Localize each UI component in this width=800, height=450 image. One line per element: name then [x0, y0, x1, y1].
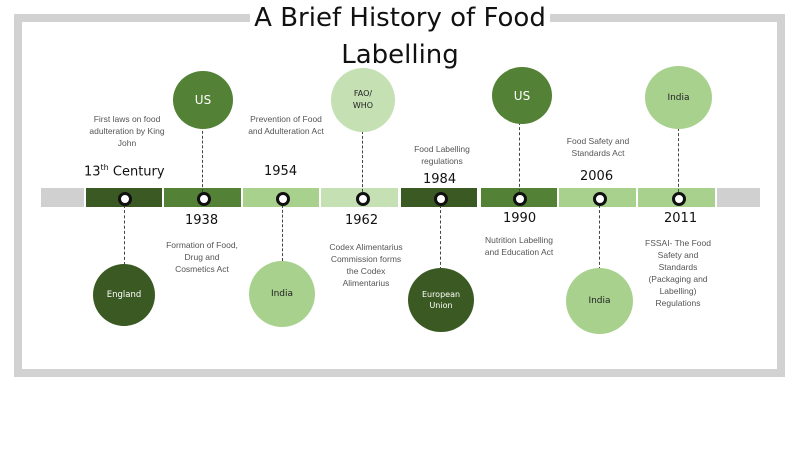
region-label-1: England	[106, 290, 142, 300]
timeline-marker-5	[434, 192, 448, 206]
region-label-8: India	[667, 92, 690, 103]
year-label-3: 1954	[264, 164, 298, 179]
page-title: A Brief History of Food Labelling	[250, 0, 550, 76]
stem-7	[599, 205, 600, 270]
event-description-7: Food Safety and Standards Act	[566, 136, 630, 158]
year-label-4: 1962	[345, 213, 379, 228]
region-label-7: India	[588, 296, 611, 306]
year-label-8: 2011	[664, 211, 698, 226]
event-description-5: Food Labelling regulations	[414, 144, 470, 166]
event-description-1: First laws on food adulteration by King …	[89, 114, 165, 148]
timeline-bar-left-cap	[41, 188, 84, 207]
year-label-1: 13th Century	[84, 163, 165, 180]
timeline-bar-right-cap	[717, 188, 760, 207]
stem-1	[124, 205, 125, 265]
region-circle-7: India	[566, 268, 633, 334]
timeline-marker-4	[356, 192, 370, 206]
region-label-2: US	[194, 93, 212, 107]
title-line-2: Labelling	[341, 40, 459, 70]
title-line-1: A Brief History of Food	[254, 3, 546, 33]
region-circle-1: England	[93, 264, 155, 326]
year-label-6: 1990	[503, 211, 537, 226]
timeline-marker-1	[118, 192, 132, 206]
timeline-marker-7	[593, 192, 607, 206]
stem-4	[362, 131, 363, 192]
event-description-4: Codex Alimentarius Commission forms the …	[329, 242, 403, 288]
event-description-3: Prevention of Food and Adulteration Act	[248, 114, 324, 136]
region-circle-4: FAO/ WHO	[331, 68, 395, 132]
region-circle-5: European Union	[408, 268, 474, 332]
stem-5	[440, 205, 441, 270]
region-label-3: India	[270, 289, 294, 299]
region-label-4: FAO/ WHO	[352, 89, 374, 110]
year-label-7: 2006	[580, 169, 614, 184]
event-description-2: Formation of Food, Drug and Cosmetics Ac…	[166, 240, 238, 274]
timeline-marker-8	[672, 192, 686, 206]
event-description-8: FSSAI- The Food Safety and Standards (Pa…	[645, 238, 711, 308]
region-circle-8: India	[645, 66, 712, 129]
region-circle-3: India	[249, 261, 315, 327]
stem-3	[282, 205, 283, 261]
event-description-6: Nutrition Labelling and Education Act	[484, 235, 554, 257]
timeline-marker-6	[513, 192, 527, 206]
region-circle-2: US	[173, 71, 233, 129]
stem-2	[202, 126, 203, 192]
timeline-marker-3	[276, 192, 290, 206]
region-label-6: US	[513, 88, 531, 103]
region-label-5: European Union	[421, 290, 461, 310]
stem-8	[678, 128, 679, 192]
year-label-5: 1984	[423, 172, 457, 187]
region-circle-6: US	[492, 67, 552, 124]
timeline-marker-2	[197, 192, 211, 206]
year-label-2: 1938	[185, 213, 219, 228]
stem-6	[519, 122, 520, 192]
